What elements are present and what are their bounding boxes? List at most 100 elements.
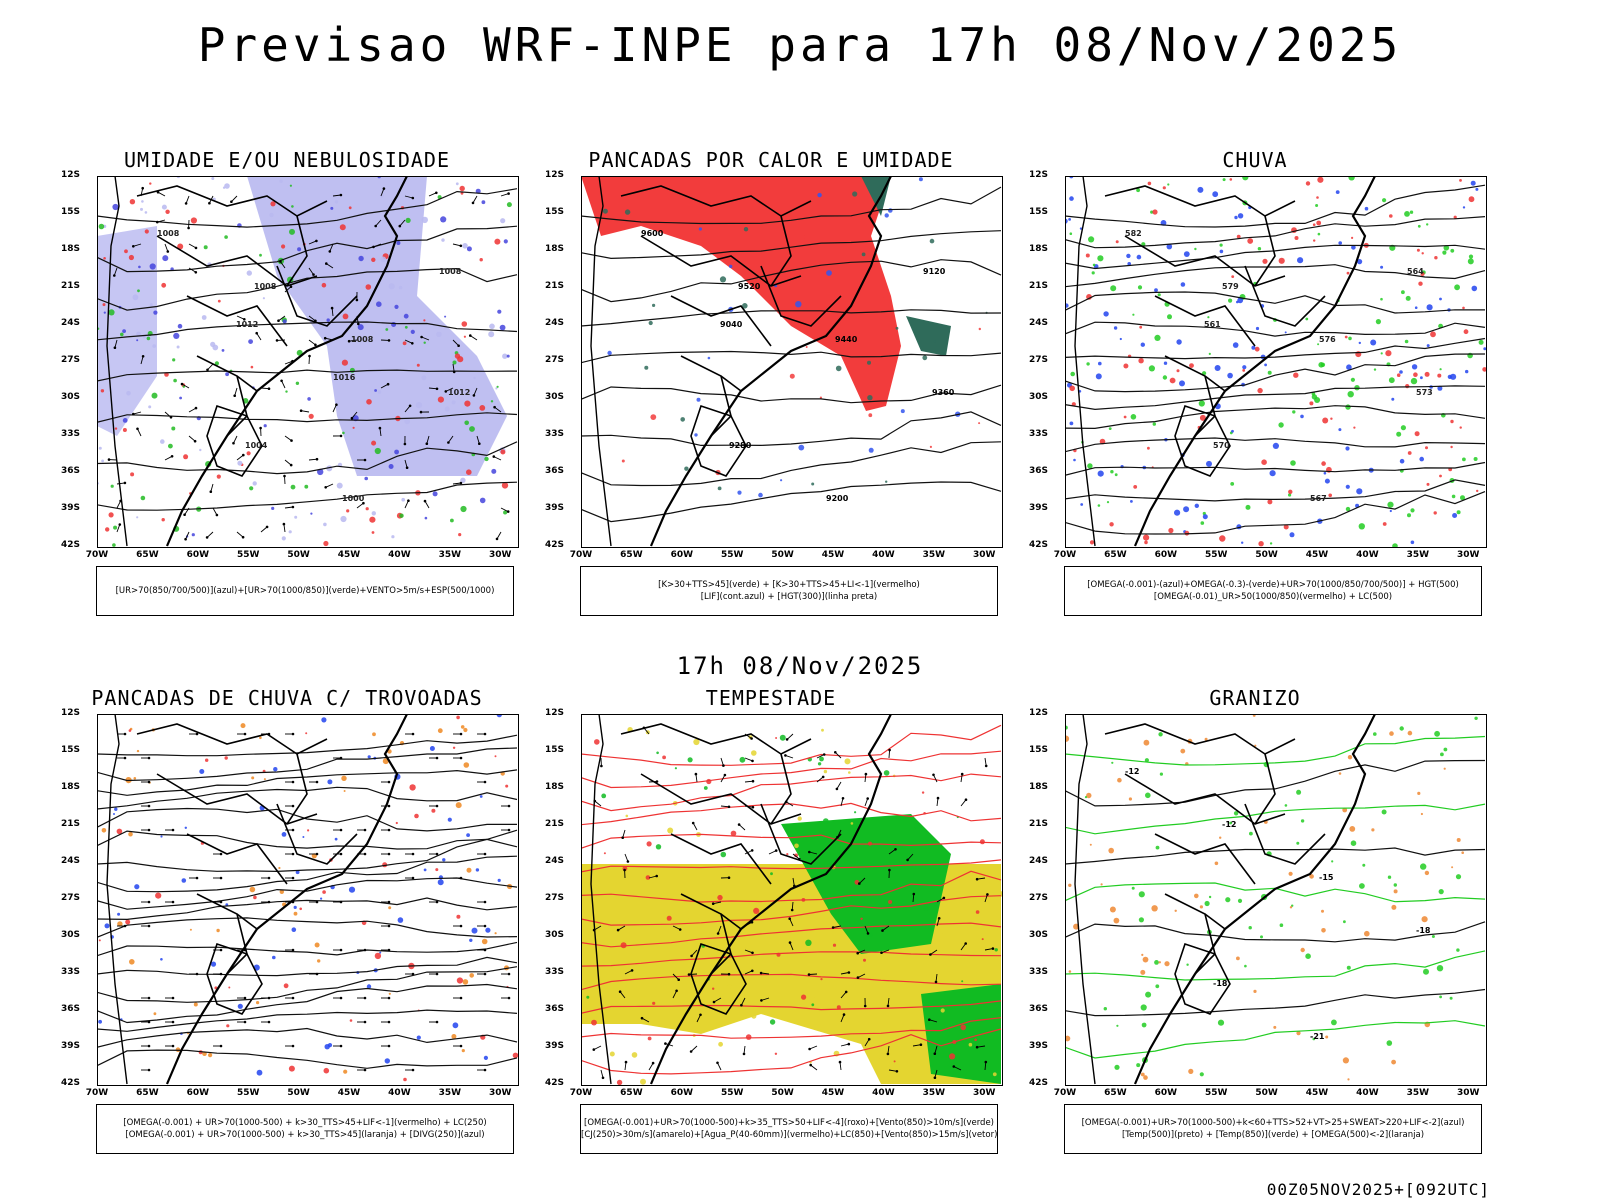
state-border [1244, 265, 1326, 327]
field-speck [1482, 367, 1487, 372]
field-speck [1456, 510, 1461, 515]
field-speck [591, 1019, 597, 1026]
field-speck [1143, 739, 1150, 746]
field-speck [1144, 540, 1148, 545]
lon-label: 40W [1356, 1088, 1379, 1098]
wind-vector [349, 339, 358, 342]
wind-vector [960, 774, 963, 783]
wind-vector-head [640, 1016, 644, 1020]
wind-vector-head [751, 759, 754, 763]
contour-line [97, 734, 518, 757]
field-speck [1358, 341, 1361, 345]
field-speck [1097, 255, 1104, 262]
field-speck [1437, 373, 1442, 378]
field-speck [798, 444, 805, 451]
field-speck [1322, 417, 1329, 424]
wind-vector [206, 531, 214, 538]
field-speck [403, 313, 409, 319]
state-border [640, 235, 802, 287]
field-speck [136, 749, 140, 753]
field-speck [1426, 482, 1430, 486]
wind-vector-head [722, 764, 725, 767]
field-speck [462, 243, 468, 249]
field-speck [463, 335, 466, 338]
wind-vector [331, 308, 334, 317]
field-speck [101, 459, 104, 463]
lon-label: 55W [1204, 1088, 1228, 1098]
field-speck [317, 959, 321, 963]
wind-vector [761, 972, 770, 975]
wind-vector-head [435, 852, 439, 856]
field-speck [327, 1043, 333, 1048]
field-speck [1410, 377, 1418, 385]
field-speck [1439, 297, 1442, 301]
state-border [640, 773, 802, 825]
field-speck [385, 328, 389, 331]
wind-vector [233, 435, 238, 444]
field-speck [1404, 211, 1410, 217]
field-speck [256, 1001, 260, 1005]
field-speck [1084, 796, 1088, 799]
lon-label: 65W [136, 1088, 159, 1098]
field-speck [797, 816, 802, 821]
wind-vector [840, 1014, 845, 1023]
panel-title: CHUVA [1222, 148, 1288, 172]
wind-vector-head [991, 947, 995, 950]
field-speck [374, 389, 377, 392]
wind-vector-head [387, 924, 391, 928]
field-speck [1179, 380, 1185, 387]
field-speck [452, 746, 456, 749]
lat-label: 21S [61, 281, 81, 291]
wind-vector-head [690, 954, 693, 958]
field-speck [1373, 368, 1377, 371]
contour-label: 9040 [720, 320, 743, 329]
field-speck [1309, 874, 1314, 879]
wind-vector-head [847, 971, 851, 974]
wind-vector-head [147, 756, 151, 760]
wind-vector-head [184, 202, 188, 205]
wind-vector-head [411, 342, 414, 345]
field-speck [1116, 1024, 1119, 1027]
state-border [1124, 773, 1286, 825]
wind-vector [600, 1069, 604, 1078]
state-border [760, 803, 842, 865]
field-speck [1167, 314, 1172, 320]
contour-line [1065, 759, 1486, 807]
field-speck [173, 378, 177, 383]
field-speck [1451, 866, 1454, 869]
field-speck [216, 474, 221, 479]
field-speck [102, 303, 106, 307]
legend-line: [Temp(500)](preto) + [Temp(850)](verde) … [1121, 1130, 1425, 1140]
field-speck [1085, 253, 1090, 258]
wind-vector-head [784, 754, 787, 757]
lat-label: 30S [61, 930, 81, 940]
field-speck [878, 1058, 883, 1063]
field-speck [1463, 329, 1469, 335]
field-speck [1399, 370, 1403, 374]
map-frame [581, 176, 1003, 548]
lat-label: 12S [545, 708, 565, 718]
field-speck [1199, 905, 1203, 909]
lon-label: 65W [1104, 1088, 1127, 1098]
lat-label: 39S [1029, 503, 1049, 513]
map-tempestade: 12S 15S 18S 21S 24S 27S 30S 33S 36S 39S 42S 70W 65W 6… [545, 708, 1003, 1098]
field-speck [1109, 522, 1114, 527]
field-speck [1113, 326, 1118, 330]
field-speck [652, 1001, 656, 1005]
legend-tempestade: [OMEGA(-0.001)+UR>70(1000-500)+k>35_TTS>… [580, 1104, 998, 1154]
contour-label: -18 [1416, 926, 1431, 935]
wind-vector [930, 949, 938, 955]
field-speck [1103, 311, 1109, 317]
lat-label: 42S [1029, 540, 1049, 550]
contour-label: 579 [1222, 282, 1239, 291]
field-speck [371, 511, 376, 516]
field-speck [182, 385, 185, 388]
field-speck [176, 345, 180, 349]
field-speck [1442, 250, 1447, 255]
panel-title: PANCADAS POR CALOR E UMIDADE [588, 148, 954, 172]
field-speck [112, 543, 116, 547]
field-speck [1168, 527, 1174, 534]
lon-label: 40W [872, 1088, 895, 1098]
wind-vector [188, 243, 197, 249]
wind-vector-head [932, 773, 935, 777]
